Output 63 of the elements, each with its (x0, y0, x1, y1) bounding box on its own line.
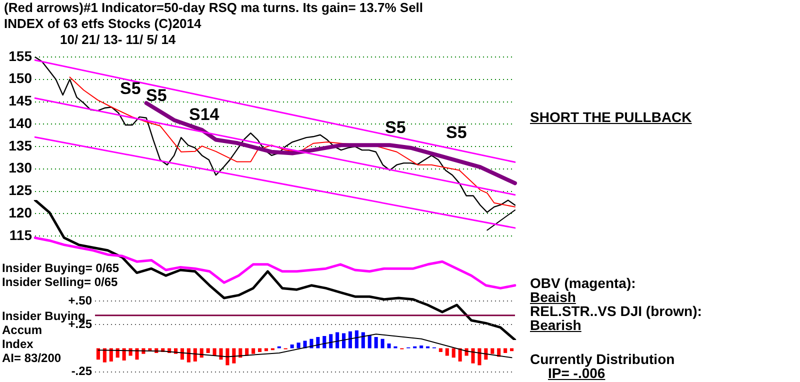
bar (226, 348, 230, 366)
annotation: S14 (189, 105, 220, 124)
bar (504, 348, 508, 353)
bar (354, 330, 358, 348)
bar (445, 348, 449, 356)
bar (290, 344, 294, 348)
annotation: S5 (146, 86, 167, 105)
chart-subtitle: INDEX of 63 etfs Stocks (C)2014 (4, 16, 202, 31)
text: Currently Distribution (530, 351, 675, 367)
chart-title: (Red arrows)#1 Indicator=50-day RSQ ma turns. Its gain= 13.7% Sell (4, 0, 424, 15)
bar (96, 348, 100, 360)
y-tick-label: 115 (9, 226, 32, 243)
bar (420, 345, 424, 348)
y-tick-label: 125 (8, 182, 32, 198)
bar (316, 336, 320, 348)
bar (193, 348, 197, 362)
y-tick-label: 150 (8, 70, 32, 86)
bar (252, 348, 256, 354)
annotation: S5 (120, 79, 141, 98)
y-tick-label: 155 (8, 48, 32, 64)
text: REL.STR..VS DJI (brown): (530, 303, 702, 319)
annotation: S5 (385, 118, 406, 137)
bar (368, 335, 372, 348)
annotation: Insider Buying= 0/65 (2, 261, 120, 275)
text: AI= 83/200 (2, 351, 62, 365)
bar (490, 348, 494, 354)
annotation: S5 (446, 123, 467, 142)
text: OBV (magenta): (530, 275, 636, 291)
y-tick-label: 135 (8, 137, 32, 154)
y-tick-label: 120 (8, 204, 32, 220)
bar (438, 348, 442, 352)
bar (471, 348, 475, 364)
y-tick-label: 145 (8, 92, 32, 109)
bar (329, 334, 333, 348)
bar (374, 336, 378, 348)
bar (296, 342, 300, 348)
annotation: Index (2, 337, 34, 351)
bar (387, 344, 391, 348)
bar (102, 348, 106, 362)
bar (348, 331, 352, 348)
bar (232, 348, 236, 364)
text: SHORT THE PULLBACK (530, 109, 692, 125)
bar (206, 348, 210, 353)
bar (258, 348, 262, 352)
bar (478, 348, 482, 366)
y-tick-label: +.50 (68, 294, 92, 308)
bar (186, 348, 190, 362)
y-tick-label: 130 (8, 160, 32, 176)
bar (135, 348, 139, 360)
y-tick-label: -.25 (71, 364, 92, 378)
y-tick-label: 140 (8, 114, 32, 131)
annotation: Accum (2, 323, 42, 337)
bar (361, 332, 365, 348)
bar (452, 348, 456, 358)
bar (322, 336, 326, 348)
text: 10/ 21/ 13- 11/ 5/ 14 (60, 32, 176, 47)
bar (380, 338, 384, 348)
bar (342, 333, 346, 348)
bar (336, 332, 340, 348)
annotation: Insider Selling= 0/65 (2, 275, 118, 289)
bar (109, 348, 113, 362)
bar (219, 348, 223, 360)
text: Bearish (530, 317, 582, 333)
